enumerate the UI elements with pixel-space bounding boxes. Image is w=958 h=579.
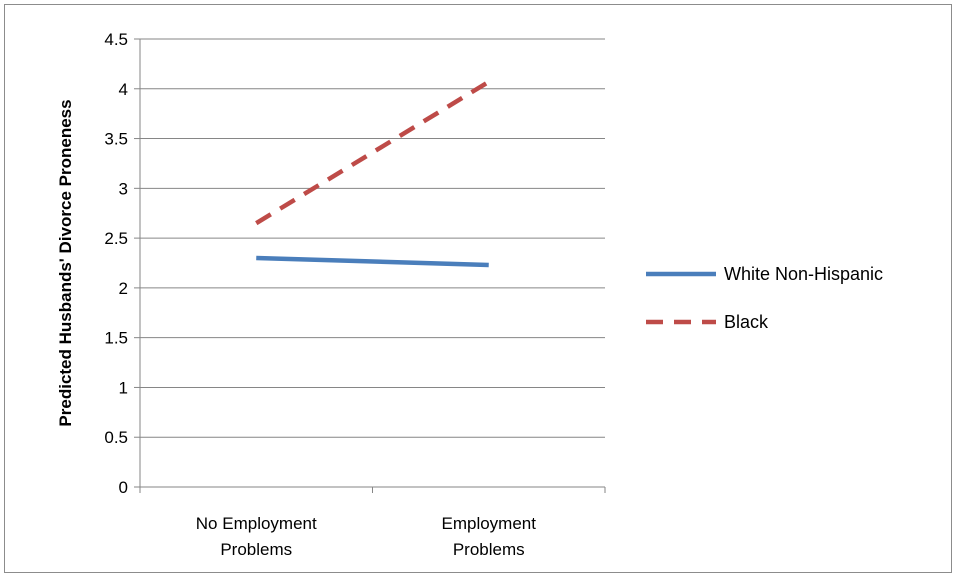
gridlines xyxy=(140,38,605,438)
x-tick-labels: No Employment Problems Employment Problems xyxy=(196,514,536,559)
series-line-white-non-hispanic xyxy=(256,255,489,268)
x-tick-label: Employment Problems xyxy=(442,514,537,559)
y-tick-labels: 0 0.5 1 1.5 2 2.5 3 3.5 4 4.5 xyxy=(104,30,128,497)
y-tick-label: 0.5 xyxy=(104,428,128,447)
y-tick-label: 2 xyxy=(119,279,128,298)
chart-frame xyxy=(4,4,952,573)
legend-label: White Non-Hispanic xyxy=(724,264,883,284)
y-tick-label: 1 xyxy=(119,378,128,397)
y-tick-label: 0 xyxy=(119,478,128,497)
y-tick-label: 4 xyxy=(119,80,128,99)
legend: White Non-Hispanic Black xyxy=(646,264,883,332)
y-tick-label: 4.5 xyxy=(104,30,128,49)
legend-label: Black xyxy=(724,312,769,332)
y-tick-label: 3 xyxy=(119,179,128,198)
x-tick-label: No Employment Problems xyxy=(196,514,317,559)
y-tick-label: 2.5 xyxy=(104,229,128,248)
series-lines xyxy=(255,79,490,268)
axes xyxy=(134,38,606,493)
y-tick-label: 3.5 xyxy=(104,130,128,149)
y-axis-label: Predicted Husbands' Divorce Proneness xyxy=(56,99,75,426)
y-tick-label: 1.5 xyxy=(104,329,128,348)
series-line-black xyxy=(255,79,490,226)
